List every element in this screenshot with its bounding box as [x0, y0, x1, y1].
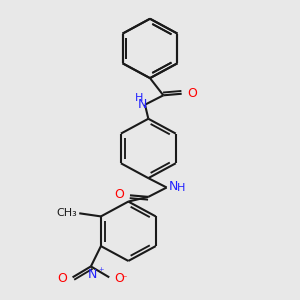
Text: O: O	[114, 188, 124, 201]
Text: O: O	[188, 87, 197, 100]
Text: CH₃: CH₃	[57, 208, 78, 218]
Text: ⁺: ⁺	[98, 267, 104, 277]
Text: ⁻: ⁻	[121, 274, 126, 284]
Text: O: O	[114, 272, 124, 285]
Text: N: N	[168, 180, 178, 194]
Text: H: H	[135, 93, 143, 103]
Text: H: H	[177, 183, 186, 194]
Text: N: N	[137, 98, 147, 111]
Text: O: O	[58, 272, 68, 285]
Text: N: N	[88, 268, 97, 281]
